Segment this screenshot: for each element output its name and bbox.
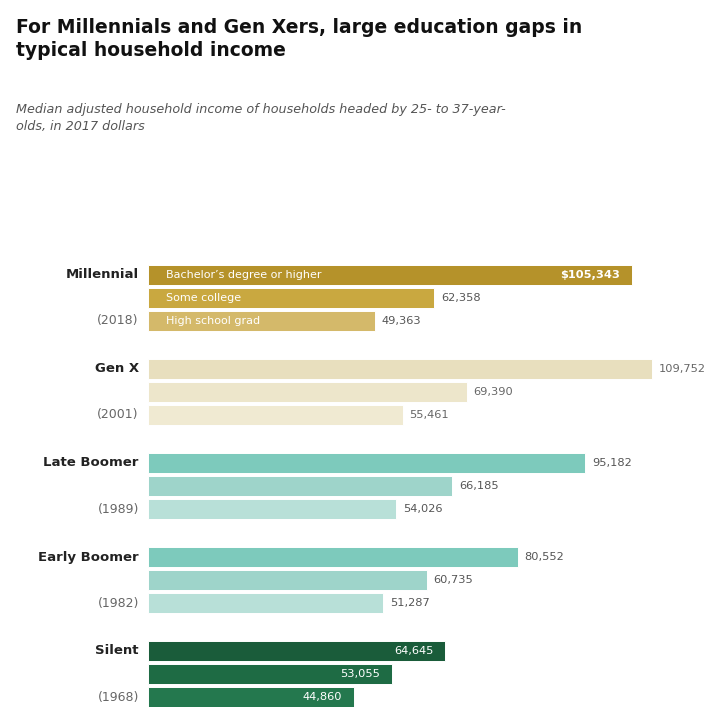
Text: High school grad: High school grad (167, 316, 261, 326)
Bar (148, 265, 632, 285)
Text: 49,363: 49,363 (381, 316, 421, 326)
Text: 64,645: 64,645 (394, 646, 433, 656)
Text: (2018): (2018) (97, 314, 139, 327)
Text: (1982): (1982) (97, 597, 139, 610)
Bar (148, 593, 383, 613)
Bar (148, 405, 402, 425)
Text: (1968): (1968) (97, 690, 139, 704)
Text: (2001): (2001) (97, 409, 139, 421)
Bar (148, 570, 427, 590)
Text: 44,860: 44,860 (303, 692, 342, 702)
Bar (148, 311, 375, 331)
Text: 66,185: 66,185 (459, 481, 498, 491)
Text: 53,055: 53,055 (340, 669, 380, 679)
Text: Median adjusted household income of households headed by 25- to 37-year-
olds, i: Median adjusted household income of hous… (16, 103, 505, 133)
Text: Some college: Some college (167, 293, 241, 303)
Bar (148, 499, 396, 519)
Text: 55,461: 55,461 (409, 410, 449, 420)
Bar (148, 664, 392, 684)
Text: 62,358: 62,358 (441, 293, 481, 303)
Text: 109,752: 109,752 (659, 364, 706, 374)
Bar (148, 687, 354, 707)
Bar (148, 547, 517, 567)
Text: Bachelor’s degree or higher: Bachelor’s degree or higher (167, 270, 322, 280)
Text: (1989): (1989) (97, 503, 139, 515)
Text: For Millennials and Gen Xers, large education gaps in
typical household income: For Millennials and Gen Xers, large educ… (16, 18, 582, 60)
Text: 80,552: 80,552 (525, 552, 565, 562)
Text: 51,287: 51,287 (390, 598, 430, 608)
Text: Early Boomer: Early Boomer (38, 550, 139, 563)
Bar (148, 288, 434, 308)
Bar (148, 382, 467, 402)
Text: 69,390: 69,390 (474, 387, 513, 397)
Bar (148, 476, 452, 496)
Text: Late Boomer: Late Boomer (44, 456, 139, 469)
Bar (148, 641, 445, 661)
Text: 54,026: 54,026 (403, 504, 443, 514)
Text: 95,182: 95,182 (592, 458, 632, 468)
Bar (148, 359, 652, 379)
Text: 60,735: 60,735 (433, 575, 474, 585)
Text: Millennial: Millennial (66, 269, 139, 282)
Text: $105,343: $105,343 (561, 270, 620, 280)
Text: Silent: Silent (95, 645, 139, 657)
Bar (148, 453, 585, 473)
Text: Gen X: Gen X (95, 362, 139, 376)
